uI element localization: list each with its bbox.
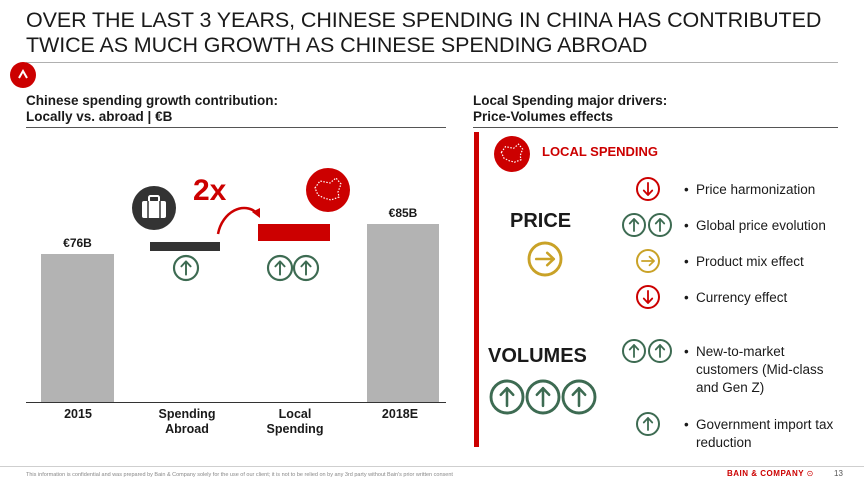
left-heading: Chinese spending growth contribution: Lo… — [26, 93, 278, 124]
suitcase-handle — [148, 195, 160, 203]
driver-import-tax: • Government import tax reduction — [684, 417, 834, 450]
suitcase-icon — [132, 186, 176, 230]
local-spending-label: LOCAL SPENDING — [542, 144, 659, 159]
volumes-up-arrow-icon — [525, 379, 561, 415]
up-arrow-icon — [292, 254, 320, 282]
bar-2018e — [367, 224, 439, 402]
brand-logo: BAIN & COMPANY ⊙ — [727, 469, 814, 478]
bain-badge-icon — [10, 62, 36, 88]
slide-title: OVER THE LAST 3 YEARS, CHINESE SPENDING … — [26, 8, 822, 57]
data-label-2018e: €85B — [388, 206, 418, 220]
up-arrow-icon — [266, 254, 294, 282]
down-arrow-icon — [636, 177, 660, 201]
china-map-icon — [494, 136, 530, 172]
driver-product-mix-effect: • Product mix effect — [684, 254, 804, 269]
curved-arrow-head — [252, 208, 260, 218]
footer-divider — [0, 466, 864, 467]
bar-local-spending — [258, 224, 330, 241]
volumes-up-arrow-icon — [561, 379, 597, 415]
driver-currency-effect: • Currency effect — [684, 290, 788, 305]
china-map-outline — [314, 177, 342, 201]
x-tick-spending-abroad: Spending Abroad — [158, 407, 216, 436]
bar-spending-abroad — [150, 242, 220, 251]
up-arrow-icon — [622, 339, 646, 363]
data-label-2015: €76B — [63, 236, 92, 250]
price-label: PRICE — [510, 210, 572, 232]
driver-price-harmonization: • Price harmonization — [684, 182, 816, 197]
right-arrow-icon — [636, 249, 660, 273]
driver-global-price-evolution: • Global price evolution — [684, 218, 826, 233]
x-tick-2015: 2015 — [64, 407, 92, 421]
bar-2015 — [41, 254, 114, 402]
local-spending-accent-bar — [474, 132, 479, 447]
price-right-arrow-icon — [527, 241, 563, 277]
page-number: 13 — [834, 469, 843, 478]
china-map-icon — [306, 168, 350, 212]
volumes-label: VOLUMES — [488, 345, 587, 367]
footer-disclaimer: This information is confidential and was… — [26, 472, 453, 478]
multiplier-label: 2x — [193, 174, 227, 207]
volumes-up-arrow-icon — [489, 379, 525, 415]
suitcase-body — [142, 201, 166, 218]
china-map-outline — [500, 143, 524, 163]
chart-baseline — [26, 402, 446, 403]
right-heading: Local Spending major drivers: Price-Volu… — [473, 93, 668, 124]
curved-arrow — [216, 206, 259, 235]
left-heading-rule — [26, 127, 446, 128]
driver-new-to-market: • New-to-market customers (Mid-class and … — [684, 344, 824, 395]
right-heading-rule — [473, 127, 838, 128]
title-divider — [26, 62, 838, 63]
up-arrow-icon — [172, 254, 200, 282]
up-arrow-icon — [648, 213, 672, 237]
down-arrow-icon — [636, 285, 660, 309]
x-tick-2018e: 2018E — [381, 407, 419, 421]
up-arrow-icon — [648, 339, 672, 363]
up-arrow-icon — [622, 213, 646, 237]
up-arrow-icon — [636, 412, 660, 436]
x-tick-local-spending: Local Spending — [266, 407, 324, 436]
